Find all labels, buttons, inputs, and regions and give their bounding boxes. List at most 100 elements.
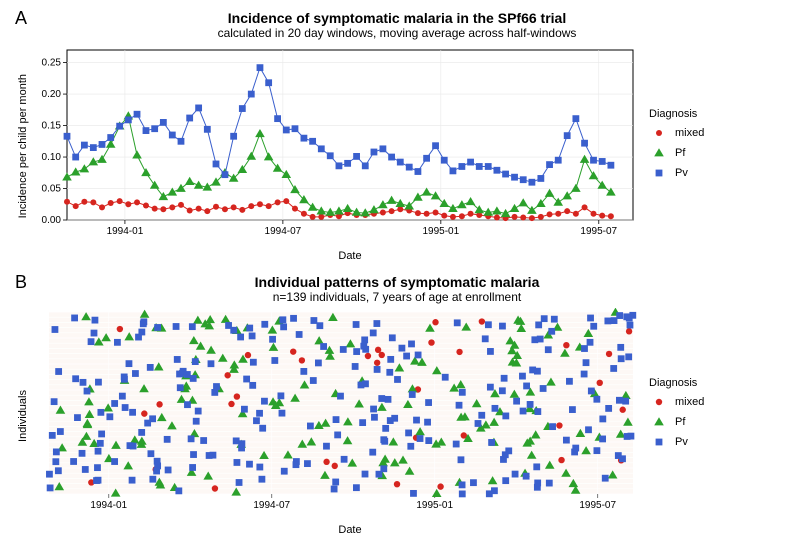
scatter-mixed bbox=[212, 485, 218, 491]
scatter-pv bbox=[410, 490, 417, 497]
scatter-pv bbox=[237, 334, 244, 341]
scatter-pv bbox=[370, 406, 377, 413]
triangle-icon bbox=[654, 148, 664, 156]
series-marker-pv bbox=[274, 115, 281, 122]
scatter-pv bbox=[599, 436, 606, 443]
scatter-pv bbox=[485, 321, 492, 328]
scatter-mixed bbox=[323, 459, 329, 465]
legend-item-pv: Pv bbox=[649, 435, 704, 449]
series-marker-mixed bbox=[450, 214, 456, 220]
scatter-pv bbox=[588, 388, 595, 395]
scatter-mixed bbox=[432, 319, 438, 325]
scatter-mixed bbox=[245, 352, 251, 358]
series-marker-pv bbox=[537, 175, 544, 182]
series-marker-mixed bbox=[152, 206, 158, 212]
scatter-pv bbox=[417, 435, 424, 442]
scatter-pv bbox=[442, 374, 449, 381]
scatter-pv bbox=[290, 315, 297, 322]
scatter-pv bbox=[241, 406, 248, 413]
series-marker-pv bbox=[599, 158, 606, 165]
svg-text:1995-01: 1995-01 bbox=[422, 226, 459, 237]
series-marker-pv bbox=[564, 132, 571, 139]
scatter-pv bbox=[563, 437, 570, 444]
scatter-pv bbox=[376, 471, 383, 478]
series-marker-pv bbox=[204, 126, 211, 133]
scatter-pv bbox=[114, 339, 121, 346]
series-marker-pv bbox=[292, 125, 299, 132]
scatter-pv bbox=[475, 420, 482, 427]
series-marker-mixed bbox=[90, 199, 96, 205]
scatter-pv bbox=[261, 321, 268, 328]
scatter-pv bbox=[499, 387, 506, 394]
scatter-mixed bbox=[379, 352, 385, 358]
series-marker-pv bbox=[125, 116, 132, 123]
scatter-pv bbox=[408, 341, 415, 348]
scatter-pv bbox=[541, 315, 548, 322]
scatter-pv bbox=[74, 414, 81, 421]
scatter-pv bbox=[82, 466, 89, 473]
scatter-pv bbox=[456, 402, 463, 409]
scatter-pv bbox=[362, 380, 369, 387]
series-marker-pv bbox=[72, 154, 79, 161]
scatter-pv bbox=[278, 392, 285, 399]
series-marker-mixed bbox=[582, 204, 588, 210]
series-marker-pv bbox=[423, 155, 430, 162]
scatter-mixed bbox=[141, 410, 147, 416]
scatter-pv bbox=[259, 425, 266, 432]
scatter-mixed bbox=[332, 463, 338, 469]
scatter-pv bbox=[88, 338, 95, 345]
scatter-pv bbox=[387, 356, 394, 363]
svg-text:1995-01: 1995-01 bbox=[416, 500, 453, 511]
panel-b-letter: B bbox=[15, 272, 27, 293]
scatter-pv bbox=[624, 433, 631, 440]
scatter-pv bbox=[149, 476, 156, 483]
scatter-mixed bbox=[234, 393, 240, 399]
series-marker-mixed bbox=[266, 203, 272, 209]
scatter-pv bbox=[459, 481, 466, 488]
scatter-pv bbox=[323, 443, 330, 450]
scatter-pv bbox=[523, 473, 530, 480]
scatter-pv bbox=[391, 415, 398, 422]
series-marker-pv bbox=[283, 127, 290, 134]
scatter-pv bbox=[57, 428, 64, 435]
circle-icon bbox=[656, 398, 662, 404]
scatter-pv bbox=[55, 467, 62, 474]
scatter-pv bbox=[192, 358, 199, 365]
scatter-pv bbox=[618, 355, 625, 362]
scatter-pv bbox=[211, 389, 218, 396]
scatter-pv bbox=[184, 401, 191, 408]
series-marker-pv bbox=[116, 123, 123, 130]
scatter-pv bbox=[148, 450, 155, 457]
series-marker-mixed bbox=[108, 200, 114, 206]
scatter-pv bbox=[499, 323, 506, 330]
scatter-mixed bbox=[156, 401, 162, 407]
series-marker-mixed bbox=[169, 204, 175, 210]
scatter-mixed bbox=[597, 380, 603, 386]
scatter-pv bbox=[71, 315, 78, 322]
scatter-pv bbox=[362, 471, 369, 478]
scatter-pv bbox=[188, 435, 195, 442]
scatter-pv bbox=[174, 356, 181, 363]
scatter-pv bbox=[360, 343, 367, 350]
series-marker-mixed bbox=[248, 203, 254, 209]
panel-b-legend: Diagnosis mixedPfPv bbox=[649, 377, 704, 455]
scatter-pv bbox=[389, 334, 396, 341]
scatter-pv bbox=[293, 461, 300, 468]
scatter-pv bbox=[353, 348, 360, 355]
scatter-mixed bbox=[394, 481, 400, 487]
scatter-pv bbox=[333, 416, 340, 423]
series-marker-pv bbox=[222, 171, 229, 178]
legend-item-mixed: mixed bbox=[649, 395, 704, 409]
scatter-pv bbox=[49, 432, 56, 439]
series-marker-pv bbox=[99, 141, 106, 148]
scatter-mixed bbox=[365, 353, 371, 359]
scatter-pv bbox=[625, 353, 632, 360]
scatter-pv bbox=[605, 405, 612, 412]
series-marker-pv bbox=[362, 162, 369, 169]
scatter-pv bbox=[409, 391, 416, 398]
scatter-pv bbox=[587, 315, 594, 322]
scatter-pv bbox=[424, 419, 431, 426]
scatter-pv bbox=[95, 477, 102, 484]
triangle-icon bbox=[654, 417, 664, 425]
series-marker-pv bbox=[529, 179, 536, 186]
